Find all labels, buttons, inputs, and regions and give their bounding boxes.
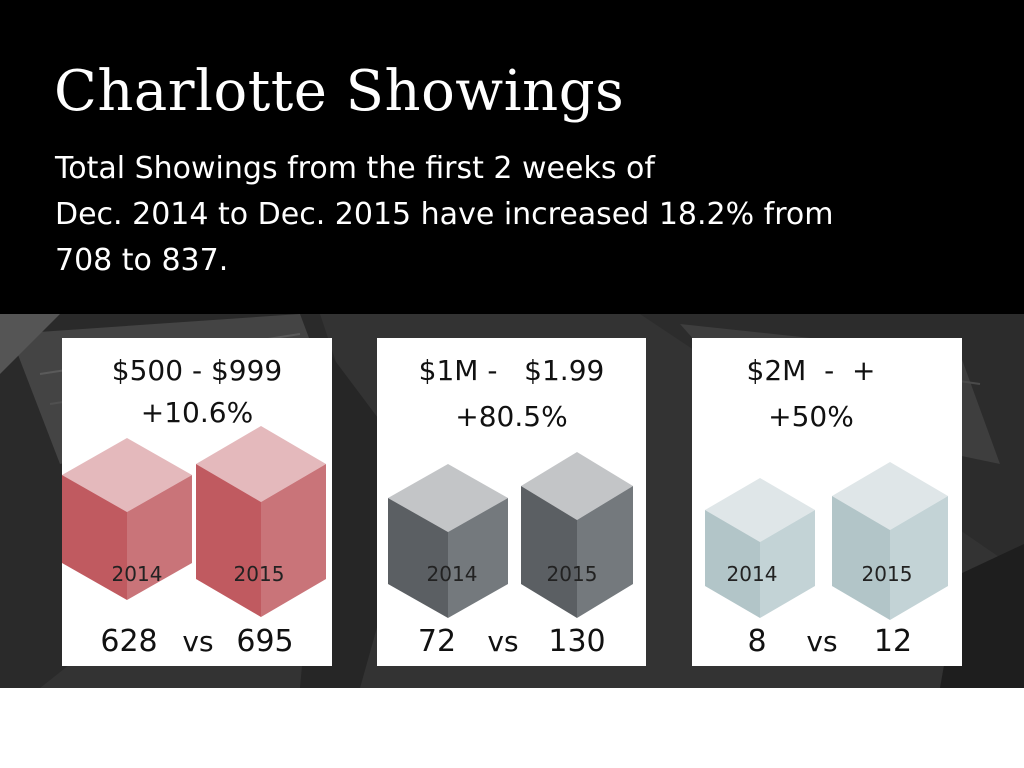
price-range-label: $2M - + [746,354,876,387]
cube-2014-icon [388,464,508,618]
cube-2014-icon [705,478,815,618]
value-2015: 695 [236,624,294,659]
percent-change: +50% [768,400,854,433]
percent-change: +10.6% [140,396,254,429]
value-2014: 8 [747,624,767,659]
year-label-2015: 2015 [546,562,598,586]
cube-left-face [388,498,448,618]
page-title: Charlotte Showings [54,59,625,124]
price-range-label: $1M - $1.99 [418,354,605,387]
cube-left-face [196,464,261,617]
cube-left-face [832,496,890,620]
header-banner: Charlotte Showings Total Showings from t… [0,0,1024,314]
year-label-2015: 2015 [861,562,913,586]
summary-line-2: Dec. 2014 to Dec. 2015 have increased 18… [55,197,834,232]
year-label-2014: 2014 [726,562,778,586]
cube-2015-icon [832,462,948,620]
cube-right-face [890,496,948,620]
year-label-2014: 2014 [426,562,478,586]
cube-right-face [261,464,326,617]
year-label-2015: 2015 [233,562,285,586]
vs-label: vs [487,625,519,658]
cube-right-face [448,498,508,618]
summary-line-1: Total Showings from the first 2 weeks of [55,151,655,186]
cube-right-face [127,475,192,600]
value-2014: 628 [100,624,158,659]
summary-text: Total Showings from the first 2 weeks of… [55,146,1005,284]
price-card-2m-plus: $2M - + +50% 2014 2015 8 vs 12 [692,338,962,666]
cube-left-face [62,475,127,600]
summary-line-3: 708 to 837. [55,243,229,278]
year-label-2014: 2014 [111,562,163,586]
cube-2015-icon [521,452,633,618]
value-2015: 130 [548,624,606,659]
value-2014: 72 [417,624,457,659]
cube-left-face [521,486,577,618]
cube-2014-icon [62,438,192,600]
cube-2015-icon [196,426,326,617]
cube-left-face [705,510,760,618]
percent-change: +80.5% [455,400,568,433]
price-card-1m-199: $1M - $1.99 +80.5% 2014 2015 72 vs 130 [377,338,646,666]
vs-label: vs [806,625,838,658]
cube-right-face [577,486,633,618]
price-card-500-999: $500 - $999 +10.6% 2014 2015 628 vs 695 [62,338,332,666]
value-2015: 12 [873,624,913,659]
cube-right-face [760,510,815,618]
vs-label: vs [182,625,214,658]
price-range-label: $500 - $999 [111,354,283,387]
